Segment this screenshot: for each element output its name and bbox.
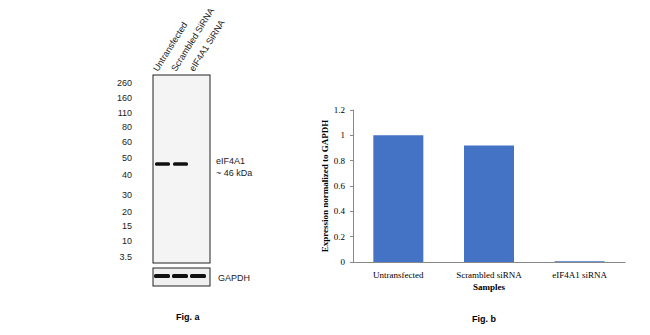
svg-text:Untransfected: Untransfected (373, 270, 424, 280)
svg-text:0.6: 0.6 (334, 181, 346, 191)
svg-text:260: 260 (117, 78, 132, 88)
svg-text:3.5: 3.5 (119, 252, 132, 262)
svg-text:60: 60 (122, 137, 132, 147)
svg-text:GAPDH: GAPDH (218, 273, 250, 283)
svg-text:eIF4A1: eIF4A1 (216, 156, 245, 166)
svg-text:Scrambled siRNA: Scrambled siRNA (456, 270, 522, 280)
svg-text:15: 15 (122, 221, 132, 231)
svg-text:30: 30 (122, 190, 132, 200)
svg-text:1.2: 1.2 (334, 105, 345, 115)
svg-text:eIF4A1 SiRNA: eIF4A1 SiRNA (187, 18, 226, 73)
svg-text:0.8: 0.8 (334, 156, 346, 166)
html-text:Fig. a: Fig. a (176, 312, 200, 322)
svg-text:Untransfected: Untransfected (151, 20, 190, 74)
svg-text:eIF4A1 siRNA: eIF4A1 siRNA (552, 270, 607, 280)
svg-text:Expression normalized to GAPDH: Expression normalized to GAPDH (320, 120, 330, 253)
svg-text:20: 20 (122, 207, 132, 217)
svg-text:Scrambled SiRNA: Scrambled SiRNA (169, 6, 217, 74)
svg-text:80: 80 (122, 122, 132, 132)
svg-text:Samples: Samples (473, 282, 506, 292)
svg-text:0.4: 0.4 (334, 206, 346, 216)
svg-text:160: 160 (117, 93, 132, 103)
svg-text:40: 40 (122, 170, 132, 180)
svg-text:10: 10 (122, 236, 132, 246)
svg-text:1: 1 (341, 130, 346, 140)
html-text:Fig. b: Fig. b (472, 314, 496, 324)
svg-text:110: 110 (118, 108, 132, 118)
svg-text:0: 0 (341, 257, 346, 267)
svg-text:0.2: 0.2 (334, 232, 345, 242)
svg-text:50: 50 (122, 153, 132, 163)
svg-text:~ 46 kDa: ~ 46 kDa (216, 168, 252, 178)
